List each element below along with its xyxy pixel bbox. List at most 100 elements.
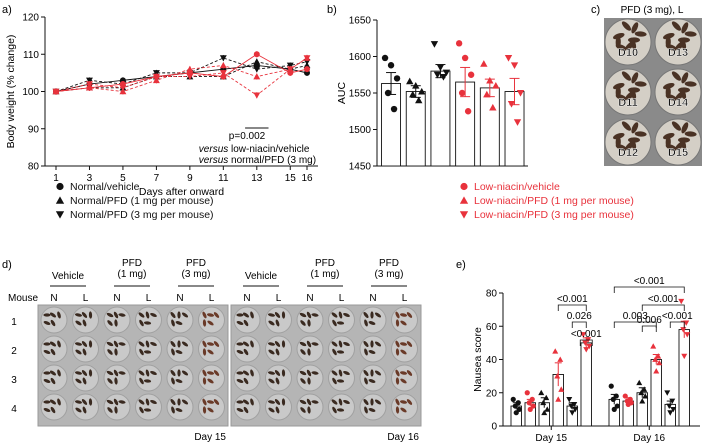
pellet	[43, 313, 51, 317]
well	[391, 335, 418, 363]
legend-marker	[460, 182, 468, 191]
data-point	[384, 89, 392, 97]
x-tick-label: 11	[218, 173, 229, 184]
y-tick-label: 1550	[349, 89, 372, 100]
well	[198, 306, 225, 334]
data-point	[492, 82, 500, 89]
column-label: N	[113, 293, 120, 304]
pellet	[88, 340, 93, 348]
data-point	[303, 55, 311, 62]
well	[359, 364, 387, 392]
pellet	[275, 348, 280, 356]
data-point	[461, 54, 469, 62]
pellet	[43, 350, 51, 354]
data-point	[608, 383, 614, 389]
data-point	[524, 390, 530, 396]
pellet	[81, 399, 88, 405]
pellet	[406, 312, 413, 318]
well-label: D11	[618, 97, 638, 109]
well	[265, 393, 292, 421]
pellet	[236, 313, 244, 317]
row-label: 4	[11, 404, 17, 415]
well	[604, 68, 652, 116]
pellet	[113, 311, 119, 319]
pellet	[202, 311, 207, 319]
pellet	[236, 342, 244, 346]
pellet	[621, 21, 632, 31]
pellet	[336, 379, 345, 383]
x-tick-label: 13	[251, 173, 263, 184]
pellet	[399, 371, 408, 375]
pellet	[206, 400, 215, 404]
y-tick-label: 0	[491, 422, 497, 433]
pellet	[206, 342, 215, 346]
pellet	[399, 342, 408, 346]
pellet	[395, 319, 400, 327]
pellet	[613, 82, 625, 90]
group-label: PFD	[315, 258, 335, 269]
data-point	[652, 356, 659, 362]
pellet	[81, 370, 88, 376]
data-point	[678, 298, 685, 305]
pellet	[311, 342, 319, 346]
pellet	[400, 378, 407, 384]
comparison-label: <0.001	[648, 294, 679, 305]
pellet	[213, 399, 220, 405]
data-point	[515, 400, 521, 406]
pellet	[625, 91, 635, 101]
data-point	[572, 406, 579, 413]
well	[135, 393, 162, 421]
well	[265, 364, 292, 392]
data-point	[625, 401, 631, 407]
data-point	[680, 327, 687, 333]
pellet	[671, 71, 682, 81]
data-point	[569, 410, 576, 416]
pellet	[50, 377, 56, 385]
well	[391, 306, 418, 334]
panel-label-d: d)	[2, 259, 12, 271]
data-point	[253, 58, 261, 65]
pellet	[374, 370, 382, 376]
data-point	[513, 119, 522, 126]
well	[604, 18, 652, 66]
comparison-bracket	[669, 321, 685, 328]
pellet	[170, 311, 176, 319]
data-point	[582, 340, 589, 346]
comparison-label: 0.006	[637, 315, 662, 326]
legend-marker	[56, 182, 64, 191]
well	[103, 306, 131, 334]
tray	[230, 304, 422, 427]
pellet	[681, 122, 689, 134]
pellet	[43, 379, 51, 383]
pellet	[74, 313, 83, 317]
pellet	[57, 340, 61, 348]
pellet	[368, 408, 376, 412]
pellet	[50, 348, 56, 356]
data-point	[656, 359, 663, 366]
data-point	[580, 332, 587, 338]
data-point	[418, 87, 426, 95]
data-point	[516, 90, 525, 97]
pellet	[50, 406, 56, 414]
pellet	[107, 378, 113, 384]
data-point	[406, 77, 414, 85]
pellet	[242, 399, 250, 405]
panel-label-c: c)	[591, 4, 600, 16]
pellet	[306, 311, 312, 319]
pellet	[138, 370, 145, 376]
data-point	[538, 389, 545, 396]
pellet	[207, 378, 214, 384]
data-point	[666, 403, 673, 410]
well	[135, 364, 162, 392]
pellet	[374, 312, 382, 318]
pellet	[268, 320, 275, 326]
data-point	[186, 73, 194, 81]
data-point	[433, 71, 442, 79]
legend-label: Low-niacin/PFD (3 mg per mouse)	[474, 209, 634, 221]
pellet	[202, 319, 207, 327]
y-tick-label: 1600	[349, 52, 372, 63]
data-point	[614, 403, 620, 409]
pellet	[370, 369, 374, 377]
